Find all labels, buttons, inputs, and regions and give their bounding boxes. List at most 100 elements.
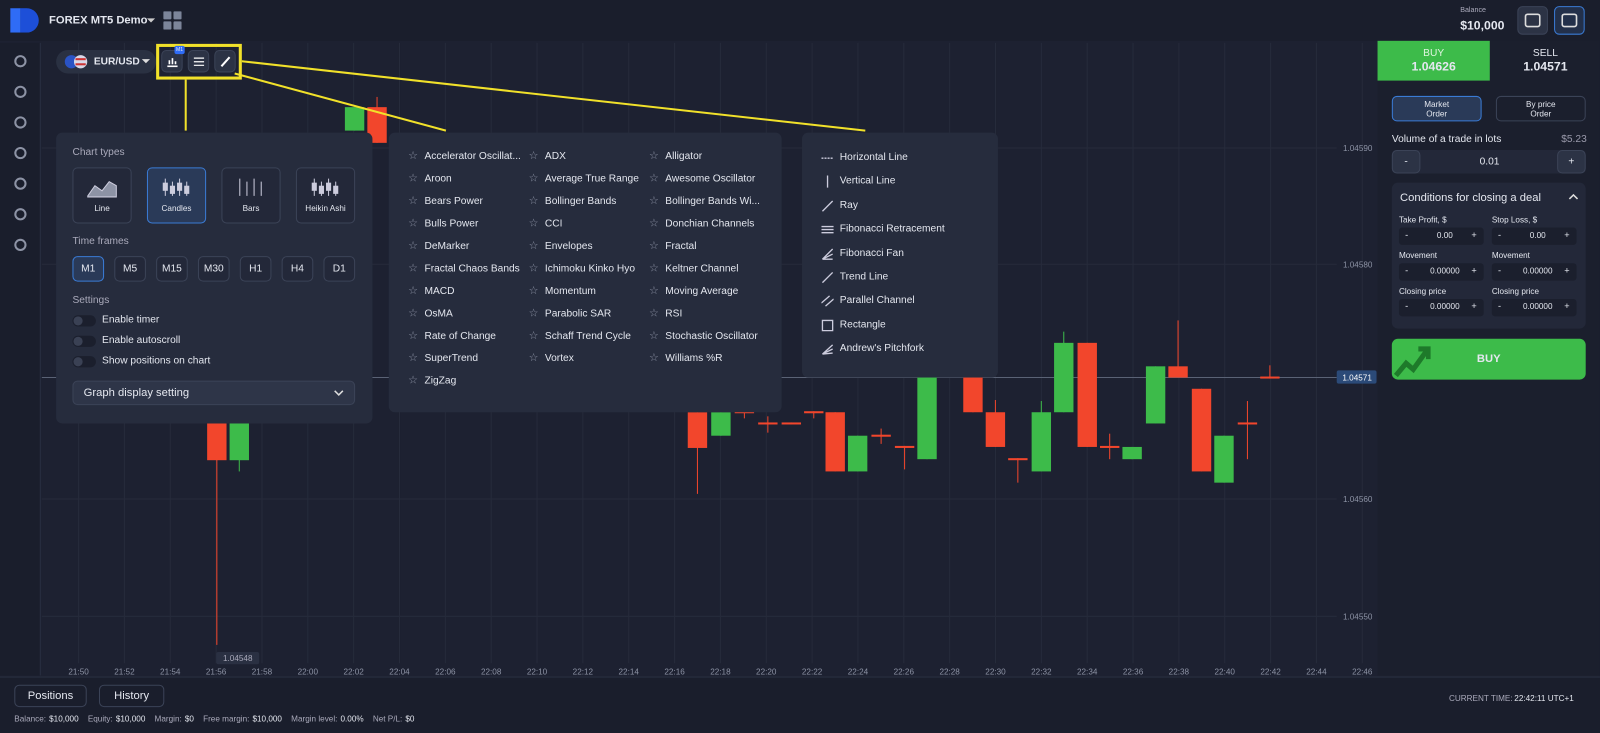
field-minus[interactable]: - [1405, 229, 1409, 240]
field-value[interactable]: 0.00000 [1430, 266, 1460, 276]
indicator-item[interactable]: Alligator [665, 151, 703, 163]
indicator-star[interactable]: ☆ [528, 284, 539, 297]
time-frame-button[interactable]: M5 [114, 256, 146, 282]
field-plus[interactable]: + [1471, 229, 1477, 240]
drawing-tool-item[interactable]: Fibonacci Fan [839, 247, 904, 259]
indicator-star[interactable]: ☆ [528, 194, 539, 208]
indicator-item[interactable]: Parabolic SAR [544, 308, 612, 320]
buy-button[interactable]: BUY [1391, 338, 1586, 380]
indicator-item[interactable]: MACD [424, 285, 455, 297]
indicator-item[interactable]: ZigZag [424, 375, 457, 387]
indicator-item[interactable]: Moving Average [665, 285, 739, 297]
graph-display-select[interactable]: Graph display setting [72, 380, 356, 406]
field-minus[interactable]: - [1497, 229, 1502, 240]
time-frame-button[interactable]: M15 [156, 256, 188, 282]
field-minus[interactable]: - [1497, 265, 1502, 276]
drawing-tool-item[interactable]: Andrew's Pitchfork [839, 343, 924, 355]
indicator-item[interactable]: Accelerator Oscillat... [424, 151, 521, 163]
drawing-tool-item[interactable]: Trend Line [839, 271, 889, 283]
account-name[interactable]: FOREX MT5 Demo [48, 14, 148, 27]
field-input[interactable] [1398, 263, 1484, 281]
indicator-item[interactable]: DeMarker [424, 240, 470, 253]
indicator-item[interactable]: Aroon [424, 173, 452, 185]
drawing-tool-item[interactable]: Rectangle [839, 319, 886, 331]
positions-button[interactable]: Positions [14, 684, 87, 708]
indicator-item[interactable]: Ichimoku Kinko Hyo [544, 263, 636, 275]
indicator-item[interactable]: RSI [665, 308, 683, 320]
indicator-star[interactable]: ☆ [648, 307, 660, 320]
field-value[interactable]: 0.00000 [1522, 266, 1553, 276]
indicator-star[interactable]: ☆ [648, 149, 660, 163]
field-minus[interactable]: - [1497, 301, 1502, 312]
indicator-item[interactable]: Momentum [544, 285, 596, 297]
sell-tab[interactable]: SELL 1.04571 [1491, 41, 1600, 81]
chart-type-option[interactable] [295, 167, 356, 224]
layout-button[interactable] [163, 11, 182, 30]
indicator-star[interactable]: ☆ [648, 194, 660, 208]
symbol-name[interactable]: EUR/USD [93, 56, 140, 68]
indicator-item[interactable]: Average True Range [544, 173, 639, 185]
indicator-star[interactable]: ☆ [408, 329, 419, 342]
time-frame-button[interactable]: M30 [197, 256, 230, 282]
volume-minus[interactable]: - [1391, 149, 1421, 174]
indicator-star[interactable]: ☆ [648, 329, 660, 342]
field-plus[interactable]: + [1471, 301, 1477, 312]
deposit-button[interactable] [1517, 6, 1548, 35]
drawing-tool-item[interactable]: Vertical Line [839, 175, 896, 188]
sidebar-icon[interactable] [13, 146, 27, 160]
indicator-star[interactable]: ☆ [408, 262, 419, 275]
chart-type-button[interactable] [161, 49, 183, 73]
buy-tab[interactable]: BUY 1.04626 [1377, 40, 1490, 81]
indicator-star[interactable]: ☆ [528, 239, 539, 253]
field-minus[interactable]: - [1405, 301, 1409, 312]
indicator-star[interactable]: ☆ [408, 149, 419, 163]
indicator-item[interactable]: Bears Power [424, 195, 483, 208]
field-input[interactable] [1491, 227, 1577, 245]
sidebar-icon[interactable] [13, 177, 27, 191]
toggle[interactable] [72, 335, 96, 347]
toggle[interactable] [72, 315, 96, 327]
chart-type-option[interactable] [221, 167, 281, 224]
sidebar-icon[interactable] [13, 54, 27, 68]
indicator-item[interactable]: Vortex [544, 353, 574, 365]
indicator-item[interactable]: Keltner Channel [665, 263, 739, 275]
indicator-star[interactable]: ☆ [648, 239, 660, 253]
indicator-item[interactable]: Bollinger Bands [544, 195, 617, 208]
price-order-button[interactable]: By price Order [1495, 95, 1586, 122]
indicator-star[interactable]: ☆ [528, 352, 539, 365]
indicator-star[interactable]: ☆ [648, 352, 660, 365]
field-plus[interactable]: + [1564, 265, 1570, 276]
conditions-chevron[interactable] [1568, 193, 1579, 201]
indicator-star[interactable]: ☆ [648, 217, 660, 230]
indicator-item[interactable]: Bollinger Bands Wi... [665, 195, 761, 208]
time-frame-button[interactable]: H1 [239, 256, 272, 282]
field-input[interactable] [1398, 227, 1484, 245]
indicator-star[interactable]: ☆ [528, 307, 539, 320]
indicator-star[interactable]: ☆ [528, 217, 539, 230]
field-input[interactable] [1491, 263, 1577, 281]
indicator-star[interactable]: ☆ [408, 307, 419, 320]
indicator-star[interactable]: ☆ [408, 217, 419, 230]
sidebar-icon[interactable] [13, 115, 27, 129]
field-plus[interactable]: + [1471, 265, 1477, 276]
history-button[interactable]: History [98, 684, 165, 708]
drawing-button[interactable] [214, 49, 236, 73]
sidebar-icon[interactable] [13, 207, 27, 221]
market-order-button[interactable]: Market Order [1391, 95, 1482, 122]
indicator-item[interactable]: SuperTrend [424, 353, 478, 365]
indicator-item[interactable]: Bulls Power [424, 218, 479, 230]
volume-plus[interactable]: + [1557, 149, 1586, 174]
indicator-item[interactable]: Envelopes [544, 240, 593, 253]
indicator-star[interactable]: ☆ [528, 149, 539, 163]
indicator-star[interactable]: ☆ [648, 284, 660, 297]
drawing-tool-item[interactable]: Ray [839, 199, 858, 212]
indicator-star[interactable]: ☆ [408, 352, 419, 365]
indicators-button[interactable] [187, 49, 210, 73]
indicator-item[interactable]: Williams %R [665, 353, 723, 365]
indicator-star[interactable]: ☆ [408, 374, 419, 387]
indicator-star[interactable]: ☆ [528, 329, 539, 342]
toggle[interactable] [72, 356, 96, 368]
indicator-star[interactable]: ☆ [408, 239, 419, 253]
field-value[interactable]: 0.00000 [1430, 302, 1460, 312]
sidebar-icon[interactable] [13, 238, 27, 252]
